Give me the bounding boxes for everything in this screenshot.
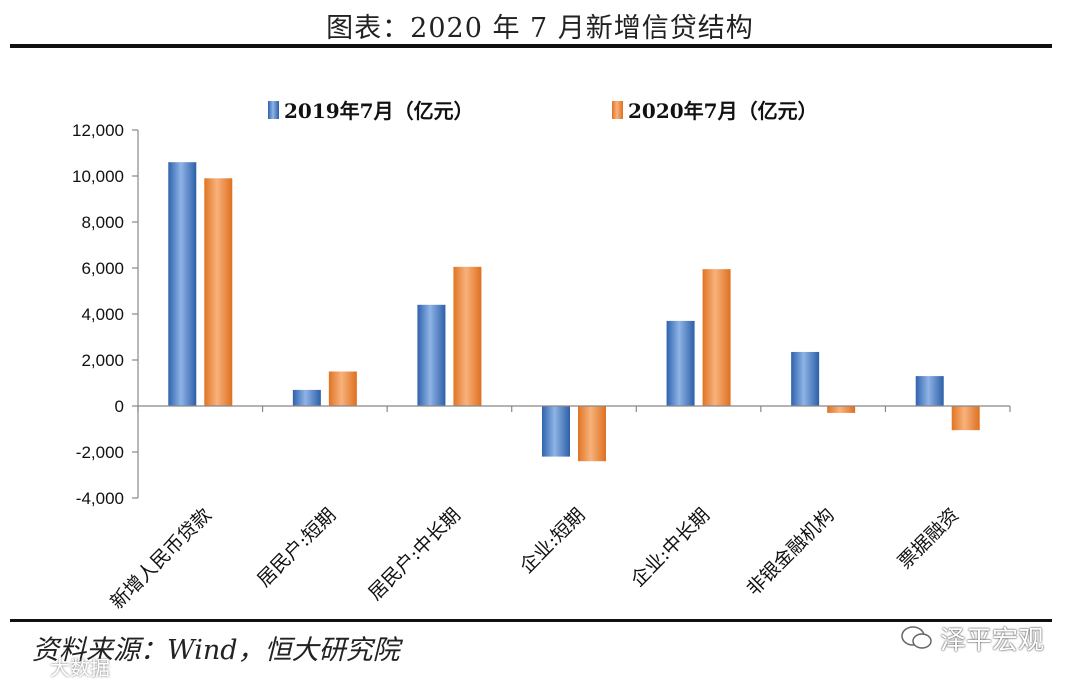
bar-2020-3 xyxy=(453,266,482,406)
y-tick-label: -4,000 xyxy=(76,489,124,508)
legend-label-2020: 2020年7月（亿元） xyxy=(628,99,818,123)
x-category-label: 企业:中长期 xyxy=(627,504,714,591)
source-note: 资料来源：Wind，恒大研究院 xyxy=(32,635,400,666)
y-axis: 12,000 10,000 8,000 6,000 4,000 2,000 0 -2,000 -… xyxy=(72,121,139,508)
brand-watermark: 泽平宏观 xyxy=(940,626,1045,656)
top-rule xyxy=(10,44,1052,48)
legend-label-2019: 2019年7月（亿元） xyxy=(284,99,474,123)
bar-chart: 2019年7月（亿元） 2020年7月（亿元） 12,000 10,000 8,00… xyxy=(72,99,1011,614)
legend-swatch-2019 xyxy=(268,101,279,119)
bar-2020-6 xyxy=(827,406,856,413)
x-category-label: 非银金融机构 xyxy=(743,504,839,600)
bar-2019-5 xyxy=(666,320,695,406)
y-tick-label: 10,000 xyxy=(72,167,124,186)
y-tick-label: 12,000 xyxy=(72,121,124,140)
x-category-label: 企业:短期 xyxy=(516,504,590,578)
y-tick-label: 4,000 xyxy=(81,305,124,324)
corner-watermark: 大数据 xyxy=(50,656,110,680)
chart-title: 图表：2020 年 7 月新增信贷结构 xyxy=(326,13,754,44)
y-tick-label: 2,000 xyxy=(81,351,124,370)
y-tick-label: 6,000 xyxy=(81,259,124,278)
bar-2020-7 xyxy=(951,406,980,431)
y-tick-label: 8,000 xyxy=(81,213,124,232)
bar-2020-1 xyxy=(204,178,233,406)
bar-2020-4 xyxy=(578,406,606,462)
y-tick-label: -2,000 xyxy=(76,443,124,462)
x-category-label: 票据融资 xyxy=(894,504,963,573)
bar-2019-3 xyxy=(417,304,446,406)
bar-2019-4 xyxy=(542,406,570,457)
legend-swatch-2020 xyxy=(612,101,623,119)
bar-2019-2 xyxy=(292,389,321,406)
bar-2020-2 xyxy=(328,371,357,406)
x-category-label: 新增人民币贷款 xyxy=(106,504,216,614)
chart-legend: 2019年7月（亿元） 2020年7月（亿元） xyxy=(268,99,818,123)
x-category-label: 居民户:短期 xyxy=(253,504,340,591)
bar-2019-6 xyxy=(791,351,820,406)
y-tick-label: 0 xyxy=(115,397,124,416)
bars-group xyxy=(168,162,980,462)
x-category-label: 居民户:中长期 xyxy=(364,504,465,605)
bar-2019-7 xyxy=(915,376,944,406)
bar-2019-1 xyxy=(168,162,197,406)
bar-2020-5 xyxy=(702,269,731,406)
wechat-icon xyxy=(901,626,932,649)
bottom-rule xyxy=(10,619,1052,622)
